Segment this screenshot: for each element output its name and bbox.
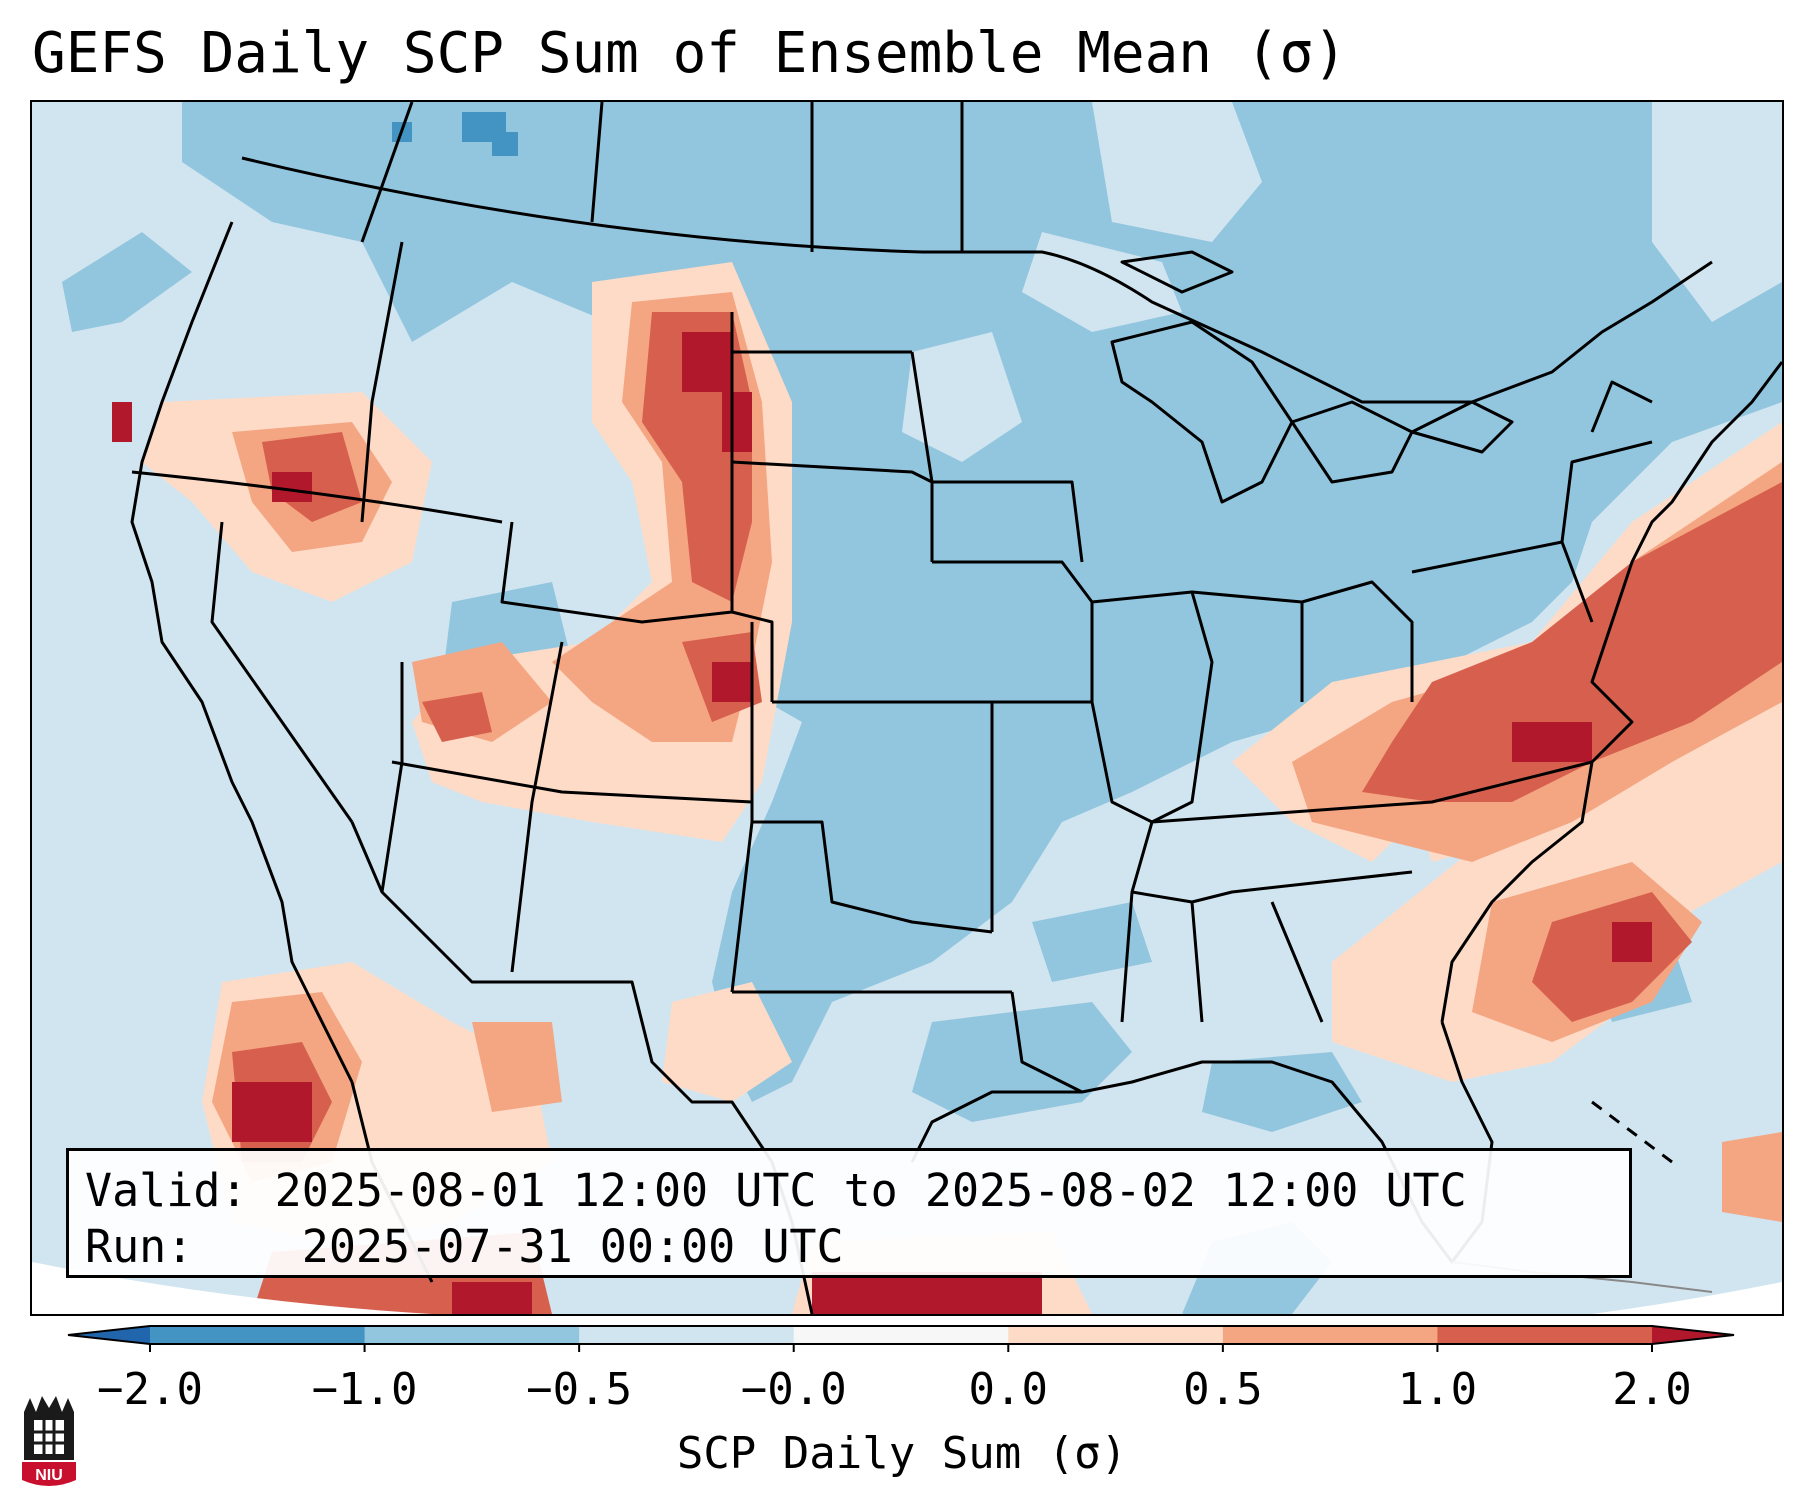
us-canada-border [241, 156, 1713, 404]
colorbar-segment-1 [364, 1326, 580, 1344]
out-of-domain-area-right [1592, 1282, 1782, 1314]
positive-anomaly-extreme [112, 332, 1652, 1314]
out-of-domain-area [32, 1262, 432, 1314]
colorbar-segment-5 [1222, 1326, 1438, 1344]
colorbar-tick-label: −0.0 [740, 1364, 847, 1415]
colorbar-segment-2 [579, 1326, 795, 1344]
logo-tower-top [24, 1396, 74, 1412]
map-panel[interactable] [30, 100, 1784, 1316]
colorbar-label: SCP Daily Sum (σ) [676, 1428, 1128, 1479]
colorbar-tick-label: 0.0 [968, 1364, 1049, 1415]
colorbar-segment-3 [793, 1326, 1009, 1344]
colorbar-tick-label: 1.0 [1397, 1364, 1478, 1415]
colorbar [67, 1325, 1735, 1352]
colorbar-under-extension [68, 1326, 150, 1344]
colorbar-tick-label: 0.5 [1183, 1364, 1263, 1415]
colorbar-tick-label: 2.0 [1612, 1364, 1692, 1415]
run-time: 2025-07-31 00:00 UTC [301, 1220, 844, 1273]
great-lakes [1110, 320, 1294, 504]
atlantic-coastline [1440, 361, 1782, 1023]
pacific-coastline [130, 221, 354, 1083]
colorbar-tick-label: −0.5 [526, 1364, 633, 1415]
logo-window [34, 1420, 64, 1454]
colorbar-segment-6 [1437, 1326, 1653, 1344]
logo-shield [22, 1462, 76, 1486]
scp-map [32, 102, 1782, 1314]
valid-time-range: 2025-08-01 12:00 UTC to 2025-08-02 12:00… [274, 1164, 1467, 1217]
colorbar-tick-label: −1.0 [311, 1364, 418, 1415]
logo-text: NIU [35, 1467, 63, 1484]
colorbar-segment-0 [150, 1326, 366, 1344]
state-borders [130, 102, 1713, 1163]
colorbar-over-extension [1652, 1326, 1734, 1344]
colorbar-tick-label: −2.0 [97, 1364, 203, 1415]
valid-label: Valid: [85, 1164, 248, 1217]
colorbar-segment-4 [1008, 1326, 1224, 1344]
niu-tower-icon: NIU [22, 1396, 76, 1486]
run-label: Run: [85, 1220, 194, 1273]
page-title: GEFS Daily SCP Sum of Ensemble Mean (σ) [32, 21, 1347, 86]
validity-info-box: Valid: 2025-08-01 12:00 UTC to 2025-08-0… [66, 1148, 1632, 1278]
